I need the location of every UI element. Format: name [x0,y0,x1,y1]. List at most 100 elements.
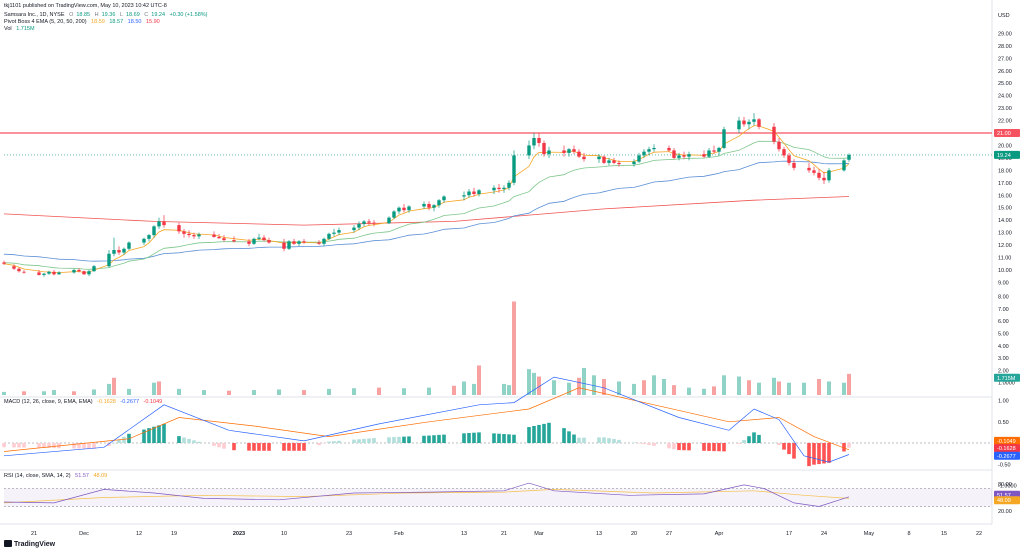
candle-body [827,170,831,181]
candle-body [707,150,711,157]
candle-body [432,205,436,208]
candle-body [212,234,216,237]
price-tick-label: 14.00 [998,218,1012,224]
macd-histogram-bar [82,443,86,449]
macd-axis[interactable]: 1.501.000.500.00-0.50-1.0000 [998,377,1017,489]
candle-body [317,242,321,244]
volume-bar [127,388,131,395]
volume-bar [302,390,306,395]
last-price-tag-box [994,150,1020,159]
candle-body [292,241,296,244]
rsi-indicator-name[interactable]: RSI (14, close, SMA, 14, 2) [4,473,71,479]
macd-histogram-bar [357,439,361,443]
tradingview-logo-icon [4,540,12,547]
candle-body [107,253,111,267]
pivot-ema5-value: 18.59 [91,19,105,25]
time-tick-label: Feb [394,531,403,537]
candle-body [847,154,851,160]
macd-histogram-bar [427,435,431,443]
candle-body [777,141,781,150]
candle-body [77,269,81,272]
candle-body [257,237,261,239]
candle-body [612,160,616,163]
price-tick-label: 8.00 [998,295,1009,301]
macd-histogram-bar [687,443,691,451]
price-tick-label: 27.00 [998,56,1012,62]
resistance-tag-box [994,129,1020,137]
macd-histogram-bar [247,443,251,451]
price-tick-label: 7.00 [998,307,1009,313]
volume-indicator-name[interactable]: Vol [4,26,12,32]
macd-histogram-bar [507,434,511,443]
candle-body [467,191,471,196]
open-label: O [69,12,74,18]
macd-histogram-bar [422,435,426,443]
macd-histogram-bar [52,443,56,449]
macd-histogram-bar [777,443,781,446]
volume-bar [592,375,596,395]
symbol-name[interactable]: Samsara Inc., 1D, NYSE [4,12,65,18]
price-tick-label: 28.00 [998,44,1012,50]
candle-body [2,262,6,264]
macd-histogram-bar [467,433,471,443]
macd-histogram-bar [547,422,551,443]
volume-bar [512,301,516,395]
time-tick-label: 17 [786,531,792,537]
macd-histogram-bar [752,432,756,443]
price-tick-label: 1.0000 [998,381,1015,387]
candle-body [372,222,376,224]
candle-body [682,155,686,157]
time-tick-label: 23 [346,531,352,537]
candle-body [582,156,586,160]
price-tick-label: 9.00 [998,280,1009,286]
macd-histogram-bar [222,443,226,449]
ema-50-line [3,160,850,262]
candle-body [547,150,551,155]
macd-histogram-bar [232,443,236,451]
candle-body [752,119,756,122]
macd-histogram-bar [847,443,851,448]
resistance-tag: 21.00 [994,129,1020,137]
volume-bar [817,379,821,395]
macd-histogram-bar [152,426,156,443]
candle-body [422,203,426,207]
volume-bars [2,301,851,395]
pivot-indicator-name[interactable]: Pivot Boss 4 EMA (5, 20, 50, 200) [4,19,87,25]
volume-bar [652,375,656,395]
volume-bar [632,383,636,395]
macd-indicator-name[interactable]: MACD (12, 26, close, 9, EMA, EMA) [4,399,93,405]
price-tick-label: 2.00 [998,368,1009,374]
candles [2,113,851,277]
candle-body [667,147,671,151]
macd-histogram-bar [112,442,116,444]
candle-body [597,156,601,160]
price-tick-label: 4.00 [998,344,1009,350]
volume-bar [2,391,6,395]
time-tick-label: 27 [666,531,672,537]
macd-histogram-bar [47,443,51,449]
macd-signal-tag-box [994,444,1020,453]
candle-body [722,129,726,148]
price-axis[interactable]: 29.00 28.00 27.00 26.00 25.00 24.00 23.00 22.00… [998,31,1015,386]
candle-body [532,137,536,146]
volume-bar [507,385,511,395]
time-axis[interactable]: 21 Dec 12 19 2023 10 23 Feb 13 21 Mar 13 20 27 Apr 17 24… [31,531,982,537]
resistance-tag-text: 21.00 [997,131,1011,137]
rsi-ma-line [3,489,850,504]
macd-histogram-bar [42,443,46,448]
rsi-band-fill [4,488,992,507]
volume-bar [552,380,556,395]
candle-body [142,238,146,243]
pivot-ema50-value: 18.50 [127,19,142,25]
candle-body [357,223,361,228]
volume-bar [72,391,76,395]
tradingview-logo[interactable]: TradingView [4,540,55,548]
candle-body [567,149,571,153]
macd-tick-label: 1.00 [998,399,1009,405]
candle-body [82,271,86,275]
volume-bar [227,390,231,395]
macd-histogram-bar [117,439,121,443]
macd-histogram-bar [282,443,286,451]
macd-histogram-bar [157,425,161,443]
